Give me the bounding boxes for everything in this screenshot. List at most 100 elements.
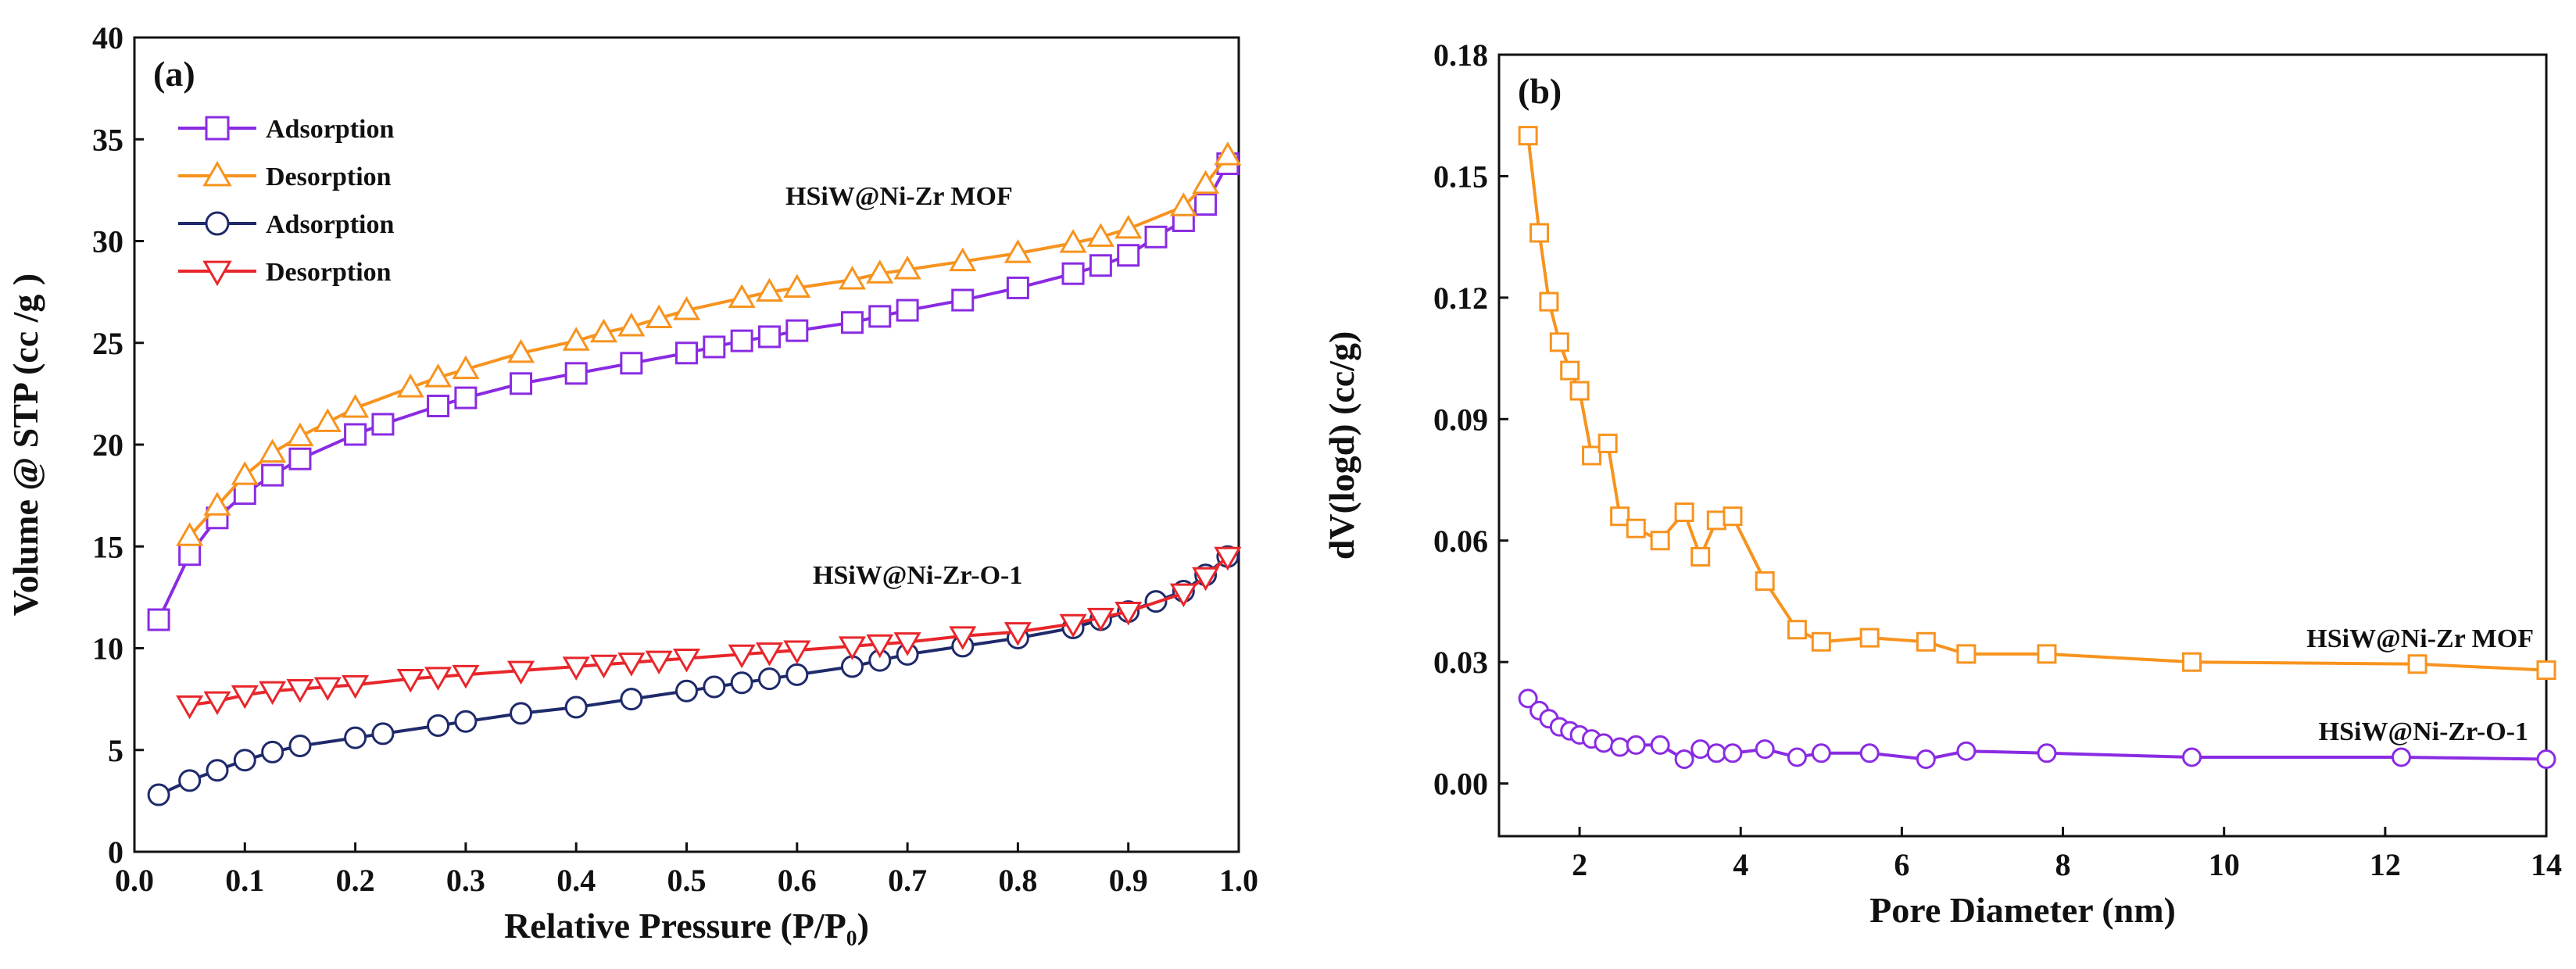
x-tick-label: 0.7	[888, 863, 927, 898]
data-point	[231, 685, 259, 710]
data-point	[866, 259, 894, 284]
data-point	[1690, 546, 1711, 567]
x-axis-title: Relative Pressure (P/P₀)	[504, 906, 869, 946]
x-tick-label: 0.8	[998, 863, 1037, 898]
data-point	[1626, 518, 1646, 538]
x-tick-label: 2	[1572, 847, 1587, 882]
data-point	[2037, 644, 2057, 664]
y-axis-title: dV(logd) (cc/g)	[1322, 331, 1361, 560]
data-point	[1706, 743, 1726, 763]
data-point	[645, 304, 673, 329]
data-point	[645, 650, 673, 675]
data-point	[147, 783, 170, 806]
series-line	[158, 555, 1229, 796]
data-point	[1674, 502, 1694, 522]
x-tick-label: 1.0	[1219, 863, 1258, 898]
data-point	[1144, 225, 1168, 249]
data-point	[728, 644, 756, 669]
data-point	[1059, 229, 1087, 253]
data-point	[1626, 735, 1646, 755]
data-point	[1787, 747, 1807, 767]
y-tick-label: 25	[92, 326, 123, 361]
data-point	[1530, 223, 1550, 243]
data-point	[703, 335, 726, 359]
annotation: HSiW@Ni-Zr-O-1	[813, 561, 1022, 590]
data-point	[783, 274, 811, 298]
data-point	[1674, 749, 1694, 770]
panel-label: (b)	[1518, 71, 1562, 111]
series-line	[1526, 135, 2547, 672]
data-point	[233, 749, 256, 772]
legend-label: Adsorption	[266, 210, 394, 239]
data-point	[507, 338, 535, 363]
data-point	[261, 463, 284, 487]
data-point	[1706, 510, 1726, 531]
series-3	[147, 545, 1240, 806]
data-point	[1061, 262, 1085, 285]
data-point	[838, 266, 866, 290]
data-point	[755, 642, 784, 667]
data-point	[868, 305, 892, 328]
data-point	[1582, 445, 1602, 466]
panel-a: 0.0 0.1 0.2 0.3 0.4 0.5 0.6 0.7 0.8 0.9 1.0 0 5 10 15 2…	[5, 20, 1258, 946]
legend-marker	[202, 260, 232, 287]
data-point	[452, 355, 480, 380]
x-tick-label: 0.5	[667, 863, 707, 898]
data-point	[2536, 749, 2556, 770]
data-point	[396, 669, 424, 693]
data-point	[1169, 192, 1197, 216]
data-point	[510, 372, 533, 395]
data-point	[893, 256, 921, 280]
data-point	[344, 726, 367, 749]
data-point	[1594, 733, 1614, 753]
data-point	[866, 634, 894, 659]
series-1	[147, 152, 1240, 631]
data-point	[288, 735, 312, 758]
data-point	[675, 679, 698, 703]
legend-label: Desorption	[266, 163, 392, 191]
data-point	[757, 667, 781, 691]
data-point	[755, 277, 784, 302]
data-point	[620, 352, 643, 375]
y-tick-label: 0	[108, 835, 123, 870]
data-point	[1610, 737, 1630, 757]
data-point	[2037, 743, 2057, 763]
data-point	[427, 713, 450, 737]
y-tick-label: 15	[92, 529, 123, 564]
data-point	[730, 671, 753, 695]
data-point	[424, 363, 453, 388]
data-point	[675, 341, 698, 365]
data-point	[176, 522, 204, 546]
data-point	[1859, 628, 1880, 648]
data-point	[176, 695, 204, 720]
data-point	[1690, 739, 1711, 760]
data-point	[1956, 644, 1977, 664]
data-point	[2391, 747, 2411, 767]
data-point	[452, 664, 480, 689]
panel-b: 2 4 6 8 10 12 14 0.00 0.03 0.06 0.09 0.12 0.15 0.18 Po…	[1322, 38, 2562, 930]
x-tick-label: 8	[2055, 847, 2071, 882]
series-4	[176, 546, 1242, 720]
data-point	[2181, 747, 2202, 767]
data-point	[510, 702, 533, 725]
data-point	[703, 675, 726, 699]
x-axis-title: Pore Diameter (nm)	[1869, 890, 2176, 930]
data-point	[427, 395, 450, 418]
x-tick-label: 4	[1733, 847, 1748, 882]
data-point	[1539, 291, 1559, 312]
data-point	[203, 492, 231, 516]
data-point	[1059, 613, 1087, 638]
data-point	[261, 740, 284, 763]
data-point	[1214, 141, 1242, 166]
data-point	[1117, 244, 1140, 267]
data-point	[342, 674, 370, 699]
data-point	[1755, 571, 1775, 592]
data-point	[757, 325, 781, 349]
data-point	[893, 632, 921, 656]
data-point	[589, 654, 618, 679]
x-tick-label: 0.3	[446, 863, 485, 898]
data-point	[178, 543, 202, 567]
y-tick-label: 0.00	[1433, 767, 1488, 802]
annotation: HSiW@Ni-Zr-O-1	[2319, 717, 2528, 746]
